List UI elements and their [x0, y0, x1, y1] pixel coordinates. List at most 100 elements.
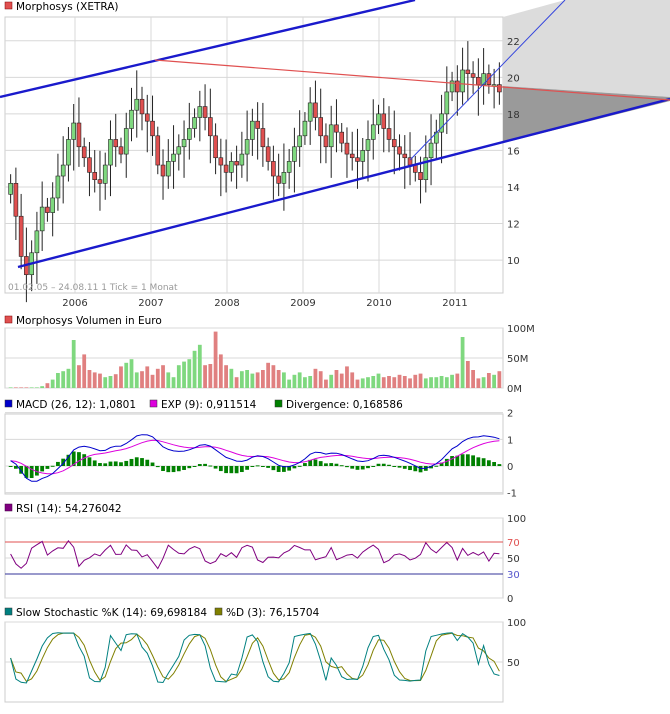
macd-divergence-bar [129, 458, 134, 466]
candle-body [165, 161, 171, 177]
macd-divergence-bar [434, 465, 439, 467]
volume-bar [234, 377, 239, 388]
macd-divergence-bars [8, 451, 502, 479]
volume-bar [324, 379, 328, 388]
stochastic-legend: Slow Stochastic %K (14): 69,698184 %D (3)… [4, 607, 320, 619]
volume-bar [66, 368, 71, 388]
price-chart-subtitle: 01.02.05 – 24.08.11 1 Tick = 1 Monat [8, 283, 178, 293]
candle-body [370, 124, 376, 140]
candle-body [113, 139, 119, 148]
volume-bar [182, 361, 186, 388]
volume-bar [40, 386, 45, 388]
volume-bar [203, 365, 207, 388]
stochastic-panel: 50 100 Slow Stochastic %K (14): 69,698184… [4, 607, 526, 703]
rsi-panel: 0 30 50 70 100 RSI (14): 54,276042 [4, 503, 526, 605]
macd-divergence-bar [455, 455, 460, 466]
candle-body [60, 164, 66, 177]
candle-body [92, 172, 98, 180]
macd-divergence-bar [387, 464, 391, 466]
macd-divergence-bar [145, 459, 150, 466]
macd-divergence-bar [24, 466, 29, 478]
macd-divergence-bar [276, 466, 281, 472]
macd-divergence-bar [239, 466, 244, 473]
volume-bar [334, 370, 339, 388]
macd-divergence-bar [40, 466, 45, 472]
candle-body [323, 135, 329, 148]
macd-divergence-bar [392, 466, 397, 467]
volume-bar [287, 379, 292, 388]
macd-divergence-bar [366, 466, 370, 469]
macd-divergence-bar [329, 463, 334, 466]
volume-bar [371, 376, 376, 388]
candle-body [260, 128, 266, 148]
volume-bar [92, 372, 97, 388]
candle-body [339, 131, 345, 144]
volume-bar [387, 376, 391, 388]
macd-divergence-bar [318, 461, 323, 466]
candle-body [213, 135, 218, 159]
candle-body [281, 172, 287, 184]
macd-divergence-bar [176, 466, 181, 472]
candle-body [123, 128, 129, 155]
volume-bar [56, 373, 60, 388]
candle-body [18, 215, 24, 257]
macd-divergence-bar [29, 466, 34, 479]
macd-divergence-bar [444, 458, 449, 466]
candle-body [497, 84, 502, 93]
candle-body [76, 122, 82, 148]
volume-bar [8, 387, 13, 388]
macd-divergence-bar [355, 466, 360, 470]
macd-divergence-bar [56, 461, 60, 466]
volume-bar [460, 337, 465, 388]
volume-bar [345, 366, 349, 388]
volume-bar [476, 378, 481, 388]
volume-bar [271, 365, 276, 388]
macd-divergence-bar [250, 466, 255, 467]
rsi-chart-title: RSI (14): 54,276042 [16, 503, 122, 515]
macd-divergence-bar [303, 463, 307, 466]
volume-bar [161, 365, 165, 388]
macd-tick-label: -1 [507, 489, 517, 500]
volume-bar [13, 387, 18, 388]
volume-bar [71, 340, 76, 388]
candle-body [402, 153, 408, 159]
candle-body [234, 161, 239, 166]
volume-bar [150, 374, 155, 388]
macd-divergence-bar [345, 466, 349, 468]
volume-y-axis: 0M 50M 100M [507, 324, 535, 395]
macd-divergence-bar [413, 466, 418, 472]
candle-body [397, 146, 402, 155]
macd-divergence-bar [282, 466, 286, 472]
volume-bar [77, 365, 81, 388]
candle-body [344, 142, 350, 155]
volume-bar [108, 376, 113, 388]
macd-divergence-bar [429, 466, 433, 469]
macd-divergence-bar [171, 466, 176, 473]
candle-body [265, 146, 271, 162]
upper-channel-line [0, 0, 416, 99]
volume-bar [308, 376, 313, 388]
volume-bar [245, 370, 250, 388]
candle-body [55, 175, 61, 199]
candle-body [81, 146, 87, 159]
candle-body [313, 102, 318, 118]
volume-bar [192, 350, 197, 388]
candle-body [66, 139, 71, 166]
candle-body [50, 197, 55, 213]
macd-divergence-bar [481, 458, 486, 466]
price-y-axis: 10 12 14 16 18 20 22 [507, 37, 520, 267]
macd-divergence-bar [381, 463, 386, 466]
candle-body [250, 120, 255, 140]
volume-bar [19, 387, 24, 388]
macd-divergence-bar [287, 466, 292, 471]
candle-body [34, 230, 40, 254]
macd-divergence-bar [460, 454, 465, 466]
candle-body [39, 206, 45, 232]
macd-y-axis: -1 0 1 2 [507, 409, 517, 500]
volume-bar [61, 371, 66, 388]
volume-bar [444, 377, 449, 388]
macd-divergence-bar [360, 466, 365, 470]
candle-body [365, 139, 371, 151]
volume-bar [208, 364, 213, 388]
